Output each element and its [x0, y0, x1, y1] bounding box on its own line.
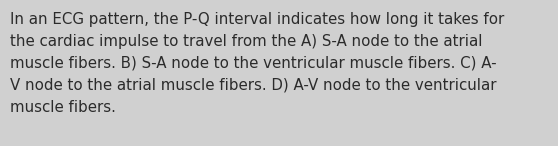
Text: In an ECG pattern, the P-Q interval indicates how long it takes for: In an ECG pattern, the P-Q interval indi… — [10, 12, 504, 27]
Text: V node to the atrial muscle fibers. D) A-V node to the ventricular: V node to the atrial muscle fibers. D) A… — [10, 78, 497, 93]
Text: the cardiac impulse to travel from the A) S-A node to the atrial: the cardiac impulse to travel from the A… — [10, 34, 483, 49]
Text: muscle fibers. B) S-A node to the ventricular muscle fibers. C) A-: muscle fibers. B) S-A node to the ventri… — [10, 56, 497, 71]
Text: muscle fibers.: muscle fibers. — [10, 100, 116, 115]
